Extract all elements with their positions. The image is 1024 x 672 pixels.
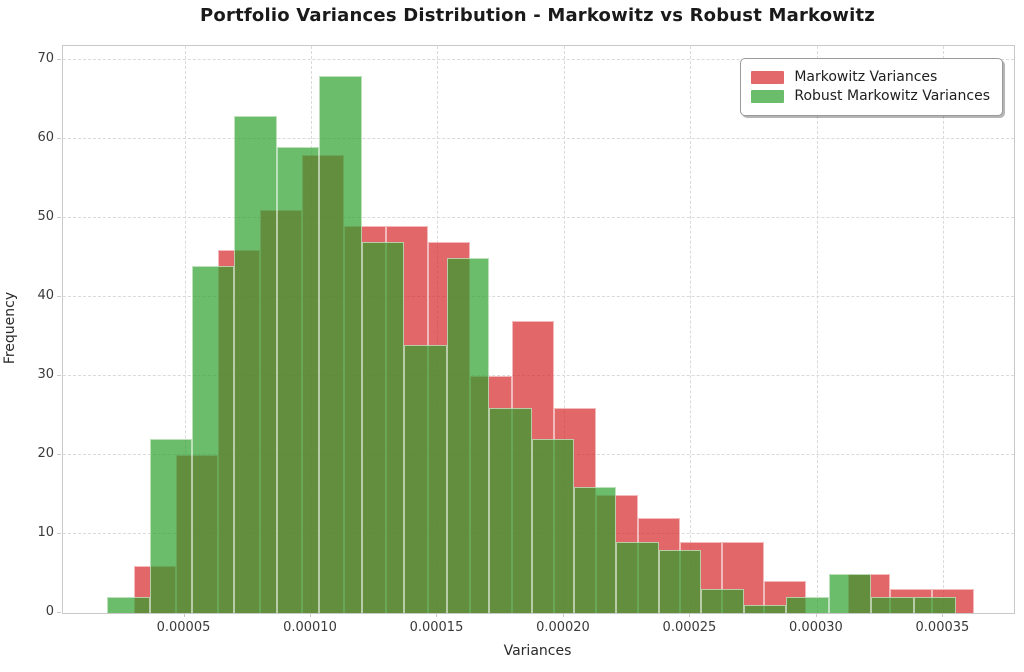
histogram-bar	[107, 597, 150, 613]
histogram-bar	[828, 573, 872, 613]
x-tick-label: 0.00010	[283, 620, 337, 635]
histogram-bar	[361, 241, 405, 613]
histogram-bar	[913, 597, 957, 613]
histogram-bar	[701, 589, 744, 613]
y-tick-mark	[57, 59, 61, 61]
histogram-bar	[149, 439, 192, 613]
legend-item-robust-markowitz: Robust Markowitz Variances	[751, 88, 990, 104]
gridline-vertical	[690, 46, 692, 613]
y-tick-mark	[57, 296, 61, 298]
x-tick-mark	[309, 613, 311, 617]
gridline-vertical	[816, 46, 818, 613]
gridline-vertical	[184, 46, 186, 613]
x-tick-mark	[562, 613, 564, 617]
x-tick-mark	[689, 613, 691, 617]
gridline-horizontal	[63, 217, 1014, 219]
legend: Markowitz Variances Robust Markowitz Var…	[740, 58, 1003, 116]
histogram-bar	[446, 257, 490, 613]
markowitz-swatch-icon	[751, 70, 785, 84]
y-tick-mark	[57, 375, 61, 377]
y-tick-label: 20	[37, 446, 54, 462]
y-tick-mark	[57, 533, 61, 535]
y-tick-mark	[57, 454, 61, 456]
y-tick-label: 40	[37, 288, 54, 304]
y-tick-label: 70	[37, 51, 54, 67]
histogram-bar	[658, 549, 702, 613]
histogram-bar	[489, 407, 532, 613]
y-tick-label: 10	[37, 525, 54, 541]
y-axis-label: Frequency	[2, 291, 18, 365]
legend-label: Robust Markowitz Variances	[794, 88, 990, 104]
y-tick-label: 50	[37, 209, 54, 225]
histogram-bar	[871, 597, 914, 613]
x-tick-mark	[436, 613, 438, 617]
x-tick-label: 0.00005	[156, 620, 211, 635]
legend-item-markowitz: Markowitz Variances	[751, 69, 990, 85]
x-tick-mark	[183, 613, 185, 617]
histogram-bar	[191, 265, 235, 613]
y-tick-label: 0	[45, 604, 54, 619]
histogram-bar	[574, 486, 617, 613]
x-tick-mark	[942, 613, 944, 617]
x-tick-label: 0.00020	[536, 620, 590, 635]
chart-title: Portfolio Variances Distribution - Marko…	[200, 5, 875, 26]
y-tick-label: 60	[37, 130, 54, 146]
histogram-bar	[531, 439, 575, 613]
gridline-horizontal	[63, 296, 1014, 298]
legend-label: Markowitz Variances	[794, 69, 938, 85]
x-tick-label: 0.00030	[789, 620, 843, 635]
histogram-bar	[786, 597, 829, 613]
plot-area: Markowitz Variances Robust Markowitz Var…	[62, 45, 1015, 614]
y-tick-mark	[57, 138, 61, 140]
histogram-bar	[276, 147, 320, 613]
gridline-vertical	[943, 46, 945, 613]
x-tick-label: 0.00025	[662, 620, 717, 635]
gridline-horizontal	[63, 59, 1014, 61]
histogram-bar	[234, 115, 277, 613]
robust-markowitz-swatch-icon	[751, 89, 785, 103]
y-tick-label: 30	[37, 367, 54, 383]
histogram-bar	[743, 605, 787, 613]
gridline-horizontal	[63, 138, 1014, 140]
x-tick-mark	[815, 613, 817, 617]
histogram-bar	[319, 76, 362, 613]
x-axis-label: Variances	[503, 643, 572, 659]
y-tick-mark	[57, 217, 61, 219]
histogram-bar	[404, 344, 447, 613]
histogram-bar	[616, 541, 659, 613]
x-tick-label: 0.00035	[915, 620, 970, 635]
gridline-vertical	[563, 46, 565, 613]
x-tick-label: 0.00015	[409, 620, 464, 635]
y-tick-mark	[57, 612, 61, 613]
